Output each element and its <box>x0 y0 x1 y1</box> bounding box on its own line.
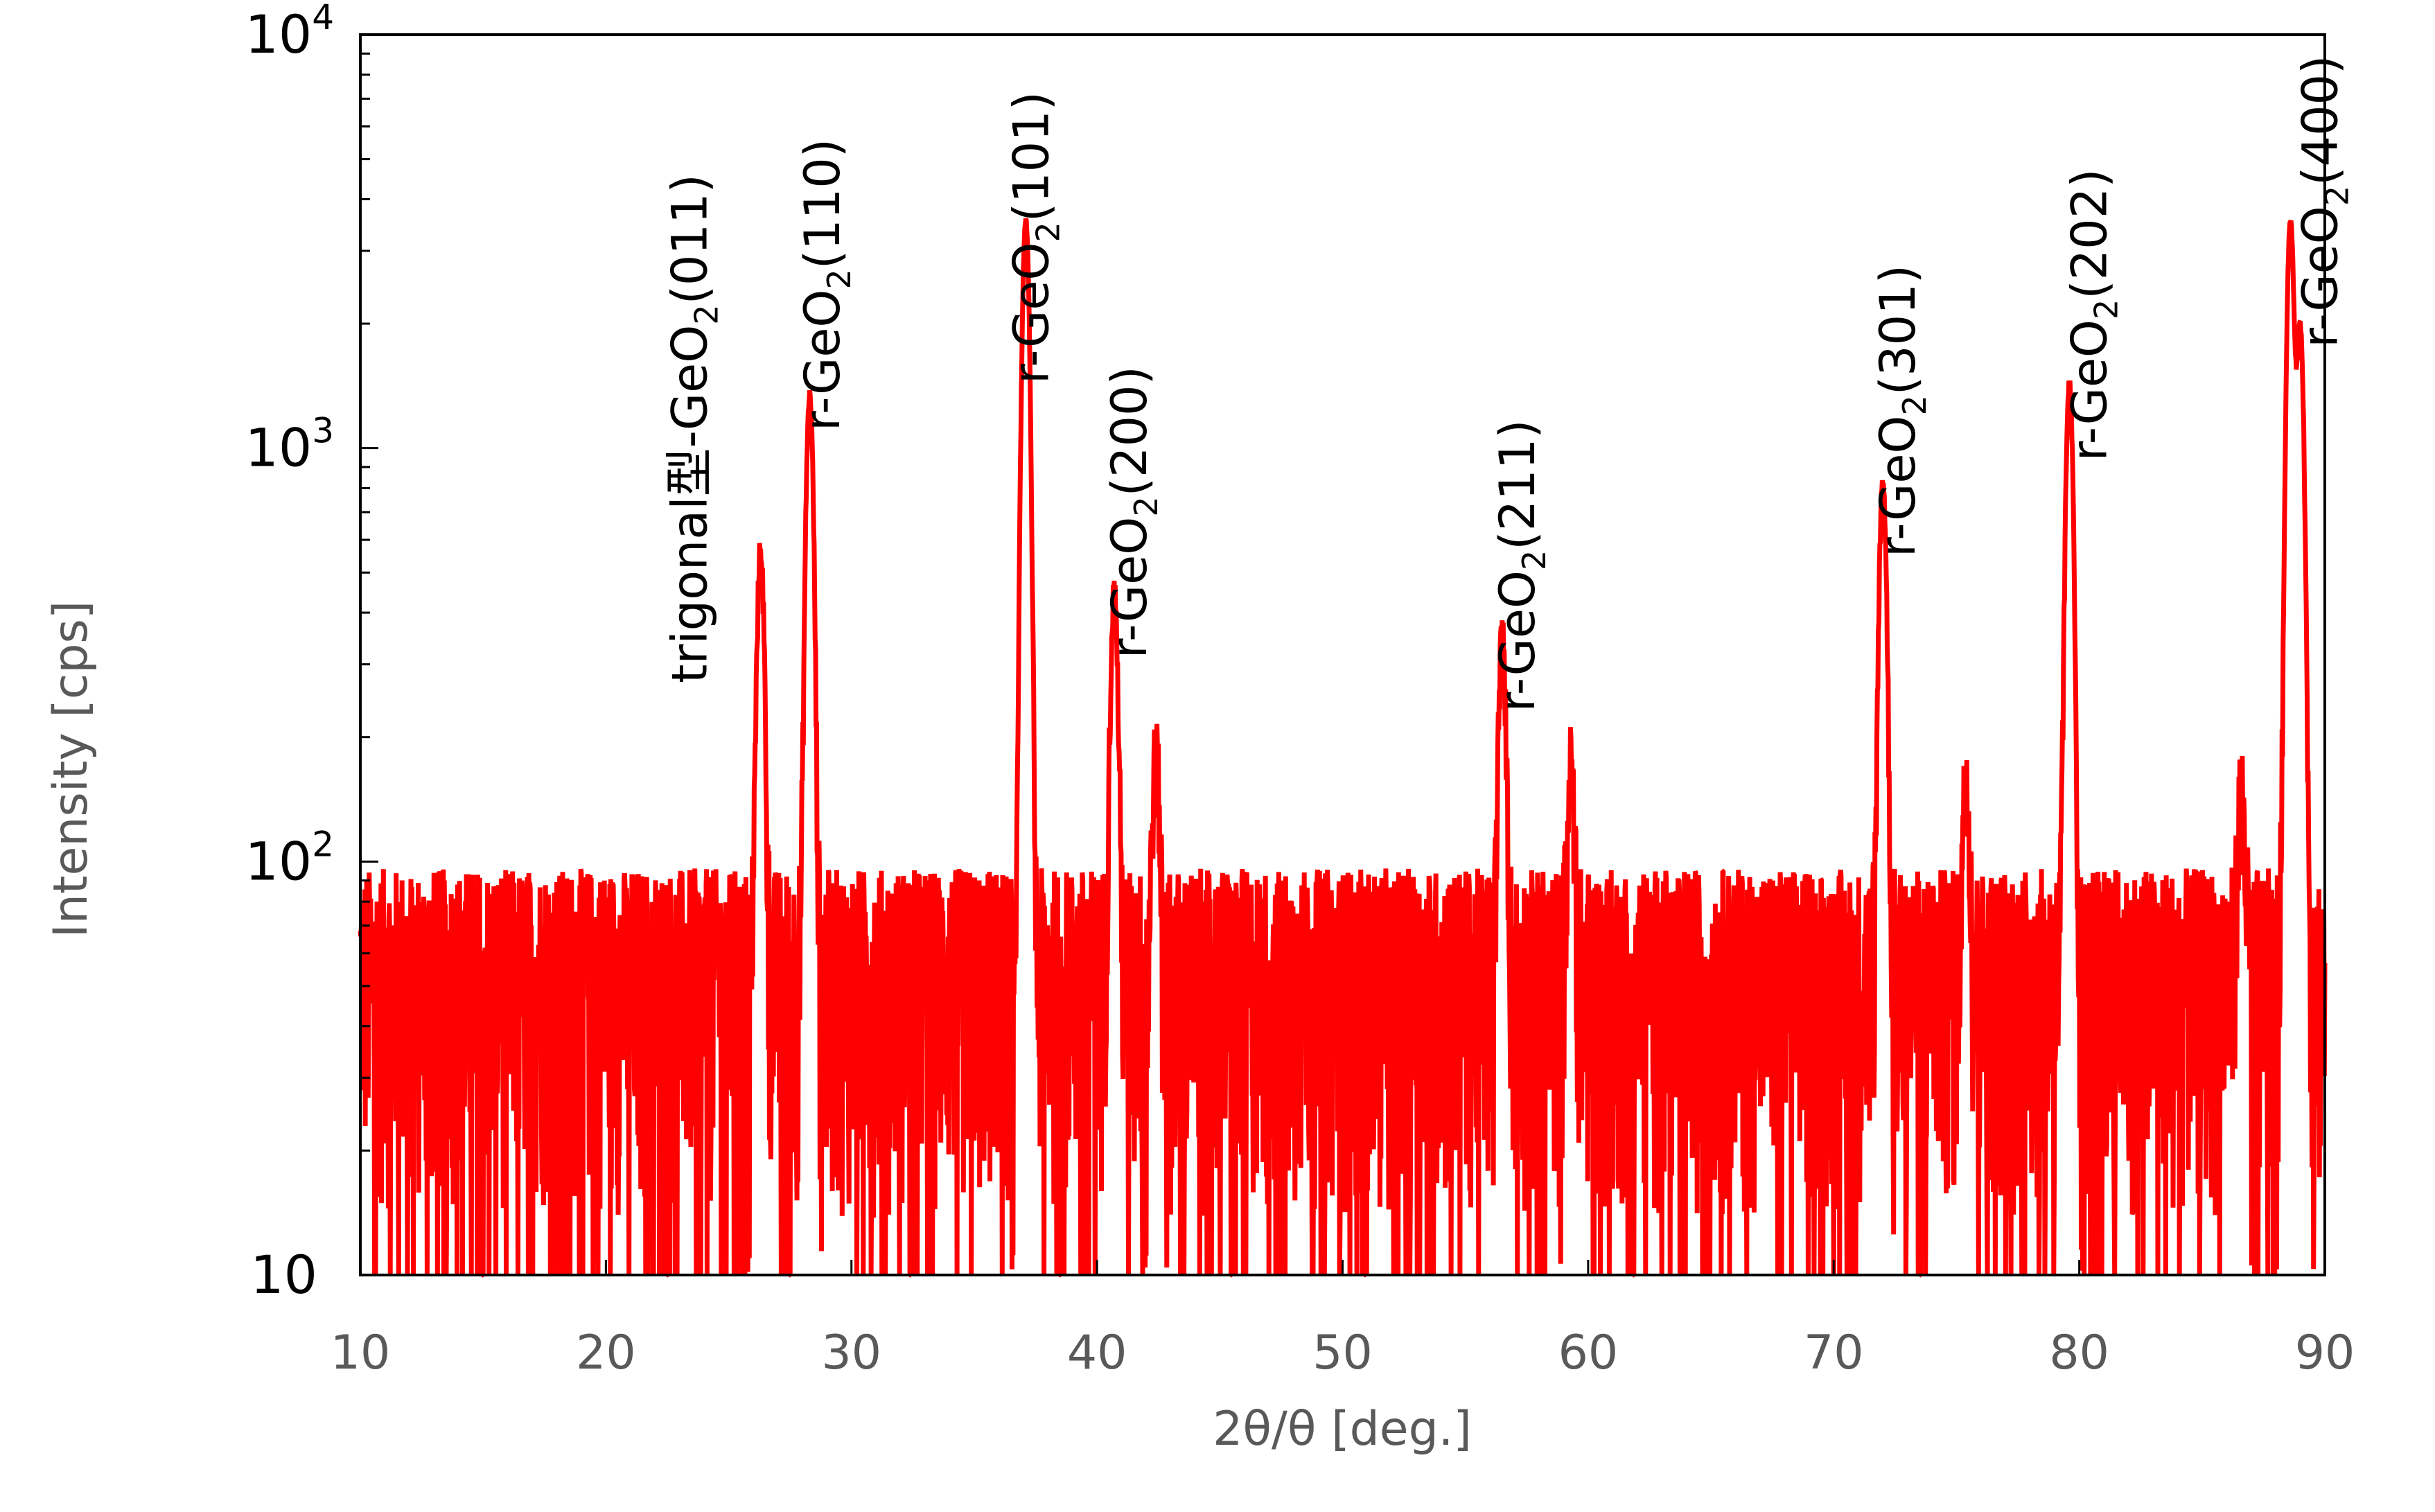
x-tick-label: 30 <box>821 1326 881 1380</box>
y-tick-label: 104 <box>245 0 334 65</box>
peak-label: r-GeO2(200) <box>1101 366 1165 658</box>
y-axis: 10 102 103 104 <box>245 0 378 1306</box>
y-axis-title: Intensity [cps] <box>44 601 98 938</box>
y-tick-label: 102 <box>245 824 334 892</box>
x-tick-label: 90 <box>2295 1326 2355 1380</box>
x-axis-title: 2θ/θ [deg.] <box>1213 1402 1472 1457</box>
x-tick-label: 60 <box>1558 1326 1619 1380</box>
peak-label: r-GeO2(101) <box>1003 91 1066 384</box>
series-layer <box>358 218 2328 1278</box>
peak-annotations: trigonal型-GeO2(011) r-GeO2(110) r-GeO2(101… <box>662 55 2356 712</box>
peak-label: r-GeO2(301) <box>1870 265 1933 557</box>
y-tick-label: 10 <box>250 1244 317 1306</box>
peak-label: r-GeO2(400) <box>2292 55 2356 348</box>
x-axis: 10 20 30 40 50 60 70 80 90 <box>331 1260 2355 1380</box>
y-tick-label: 103 <box>245 411 334 479</box>
peak-label: trigonal型-GeO2(011) <box>662 174 726 683</box>
peak-label: r-GeO2(202) <box>2062 168 2125 461</box>
x-tick-label: 20 <box>576 1326 636 1380</box>
x-tick-label: 10 <box>331 1326 391 1380</box>
x-tick-label: 40 <box>1067 1326 1127 1380</box>
x-tick-label: 50 <box>1312 1326 1373 1380</box>
peak-label: r-GeO2(110) <box>794 139 858 431</box>
series-line <box>358 218 2328 1278</box>
x-tick-label: 70 <box>1804 1326 1864 1380</box>
peak-label: r-GeO2(211) <box>1489 419 1553 712</box>
x-tick-label: 80 <box>2049 1326 2109 1380</box>
